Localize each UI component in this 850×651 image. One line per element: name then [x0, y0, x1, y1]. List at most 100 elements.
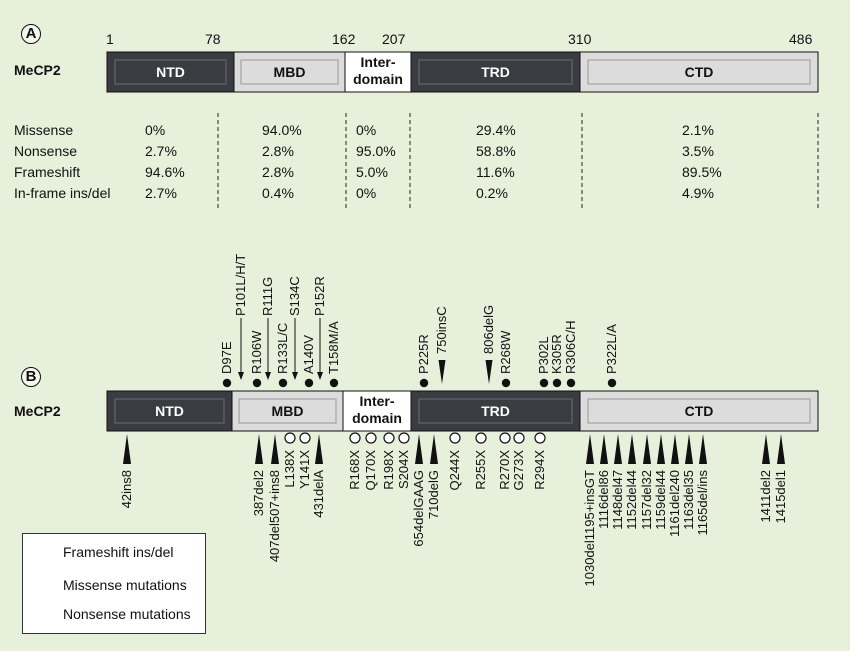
mutation-label: G273X — [511, 450, 526, 491]
mutation-marker-bottom — [430, 434, 438, 464]
mutation-marker-bottom — [499, 432, 511, 444]
mutation-label: 1148del47 — [610, 470, 625, 530]
domain-label-trd: TRD — [481, 64, 510, 80]
panel-b-marker: B — [21, 367, 41, 387]
mutation-label: R106W — [249, 330, 264, 374]
table-cell: 4.9% — [682, 185, 714, 201]
mutation-label: R198X — [381, 450, 396, 490]
mutation-label: 42ins8 — [119, 470, 134, 509]
domain-trd — [410, 390, 581, 432]
table-cell: 94.6% — [145, 164, 185, 180]
table-cell: 0.2% — [476, 185, 508, 201]
domain-label-ctd: CTD — [684, 64, 714, 80]
mutation-label: R270X — [497, 450, 512, 490]
panel-a-marker: A — [21, 24, 41, 44]
mutation-marker-bottom — [449, 432, 461, 444]
table-cell: 2.8% — [262, 143, 294, 159]
legend: Frameshift ins/del Missense mutations No… — [22, 533, 206, 634]
mutation-marker-bottom — [299, 432, 311, 444]
mutation-marker-top — [329, 378, 339, 388]
mutation-marker-bottom — [534, 432, 546, 444]
position-label: 162 — [332, 31, 356, 47]
table-cell: 2.7% — [145, 185, 177, 201]
mutation-marker-bottom — [643, 434, 651, 464]
protein-label: MeCP2 — [14, 62, 61, 78]
mutation-marker-bottom — [671, 434, 679, 464]
mutation-label: A140V — [301, 334, 316, 374]
mutation-label: Y141X — [297, 450, 312, 490]
position-label: 1 — [106, 31, 114, 47]
mutation-label: 1165del/ins — [695, 470, 710, 536]
mutation-marker-bottom — [657, 434, 665, 464]
position-label: 78 — [205, 31, 221, 47]
table-cell: 0% — [356, 122, 377, 138]
domain-label-trd: TRD — [481, 403, 510, 419]
mutation-marker-bottom — [685, 434, 693, 464]
domain-ctd — [579, 390, 819, 432]
mutation-label: 1116del86 — [596, 470, 611, 529]
mutation-label: 654delGAAG — [411, 470, 426, 547]
mutation-marker-top — [278, 378, 288, 388]
column-dividers — [217, 113, 819, 210]
mutation-marker-bottom — [777, 434, 785, 464]
domain-interdomain — [344, 51, 412, 93]
position-label: 310 — [568, 31, 592, 47]
protein-label: MeCP2 — [14, 403, 61, 419]
mutation-marker-top — [252, 378, 262, 388]
mutation-marker-top — [485, 360, 493, 384]
row-label-nonsense: Nonsense — [14, 143, 78, 159]
mutation-marker-bottom — [699, 434, 707, 464]
mutation-marker-bottom — [415, 434, 423, 464]
mutation-marker-top — [607, 378, 617, 388]
mutation-marker-top — [265, 318, 271, 380]
table-cell: 2.1% — [682, 122, 714, 138]
domain-label-ctd: CTD — [684, 403, 714, 419]
mutation-marker-bottom — [600, 434, 608, 464]
mutation-label: L138X — [282, 450, 297, 488]
mutation-marker-top — [566, 378, 576, 388]
mutation-marker-top — [292, 318, 298, 380]
mutation-marker-bottom — [513, 432, 525, 444]
mutation-marker-top — [438, 360, 446, 384]
table-cell: 11.6% — [476, 164, 515, 180]
mutation-marker-bottom — [255, 434, 263, 464]
table-cell: 58.8% — [476, 143, 516, 159]
mutation-label: 806delG — [481, 304, 496, 354]
domain-interdomain — [342, 390, 412, 432]
table-cell: 94.0% — [262, 122, 302, 138]
mutation-label: Q170X — [363, 450, 378, 491]
mutation-marker-bottom — [284, 432, 296, 444]
mutation-label: R268W — [498, 330, 513, 374]
position-label: 207 — [382, 31, 406, 47]
mutation-label: K305R — [549, 334, 564, 374]
mutation-label: 1152del44 — [624, 470, 639, 530]
mutation-label: R294X — [532, 450, 547, 490]
mutation-label: R133L/C — [275, 322, 290, 374]
table-cell: 0% — [145, 122, 166, 138]
domain-ntd — [106, 390, 233, 432]
mutation-markers — [123, 318, 785, 464]
mutation-label: 1411del2 — [758, 470, 773, 523]
mutation-label: P225R — [416, 334, 431, 374]
mutation-marker-bottom — [383, 432, 395, 444]
mutation-marker-bottom — [349, 432, 361, 444]
mutation-label: 387del2 — [251, 470, 266, 517]
mutation-marker-bottom — [586, 434, 594, 464]
table-cell: 2.7% — [145, 143, 177, 159]
mutation-label: D97E — [219, 341, 234, 374]
mutation-marker-bottom — [123, 434, 131, 464]
mutation-marker-bottom — [475, 432, 487, 444]
mutation-marker-bottom — [762, 434, 770, 464]
mutation-marker-bottom — [398, 432, 410, 444]
mutation-marker-top — [304, 378, 314, 388]
mutation-label: 407del507+ins8 — [267, 470, 282, 563]
mutation-marker-top — [419, 378, 429, 388]
domain-label-ntd: NTD — [156, 64, 185, 80]
mutation-marker-bottom — [628, 434, 636, 464]
mutation-label: 1163del35 — [681, 470, 696, 530]
legend-item-frameshift: Frameshift ins/del — [63, 544, 174, 560]
mutation-label: R111G — [260, 276, 275, 316]
domain-trd — [410, 51, 581, 93]
